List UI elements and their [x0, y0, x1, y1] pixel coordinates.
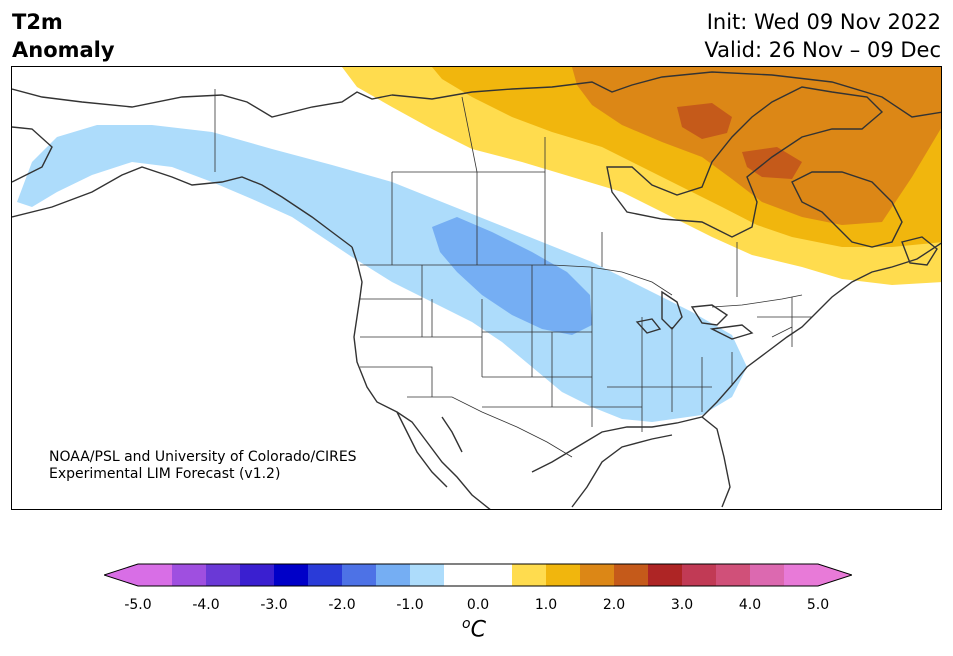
forecast-credit: NOAA/PSL and University of Colorado/CIRE…: [49, 449, 357, 483]
colorbar-outline: [104, 563, 852, 587]
colorbar-cells: [138, 564, 819, 586]
colorbar: [104, 563, 852, 587]
colorbar-tick-label: 4.0: [738, 597, 762, 613]
map-panel: [11, 66, 942, 510]
colorbar-cell: [478, 564, 513, 586]
colorbar-tick-label: -1.0: [396, 597, 424, 613]
state-province-borders: [214, 89, 812, 458]
newfoundland: [901, 236, 938, 266]
credit-line-organization: NOAA/PSL and University of Colorado/CIRE…: [49, 449, 357, 465]
colorbar-cell: [376, 564, 411, 586]
cool-anomaly-0-5: [17, 125, 747, 422]
warm-anomaly-1-5: [572, 67, 941, 225]
colorbar-cell: [410, 564, 445, 586]
chart-title: T2m Anomaly: [12, 8, 115, 64]
colorbar-cell: [138, 564, 173, 586]
gulf-coast: [531, 416, 731, 508]
colorbar-cell: [512, 564, 547, 586]
colorbar-under-extension: [104, 564, 138, 586]
colorbar-tick-label: 5.0: [806, 597, 830, 613]
coastlines: [12, 71, 941, 509]
colorbar-unit-label: oC: [462, 616, 486, 642]
init-date: Init: Wed 09 Nov 2022: [706, 10, 941, 34]
colorbar-tick-label: -5.0: [124, 597, 152, 613]
title-line-anomaly: Anomaly: [12, 38, 115, 62]
colorbar-cell: [308, 564, 343, 586]
title-line-variable: T2m: [12, 10, 63, 34]
colorbar-cell: [614, 564, 649, 586]
colorbar-cell: [546, 564, 581, 586]
colorbar-cell: [172, 564, 207, 586]
colorbar-tick-label: 3.0: [670, 597, 694, 613]
credit-line-product: Experimental LIM Forecast (v1.2): [49, 466, 281, 482]
colorbar-tick-label: 0.0: [466, 597, 490, 613]
colorbar-tick-label: -4.0: [192, 597, 220, 613]
atlantic-coast: [701, 242, 941, 418]
us-mexico-border: [407, 396, 573, 458]
colorbar-tick-label: -3.0: [260, 597, 288, 613]
unit-degree-symbol: o: [462, 616, 471, 632]
forecast-dates: Init: Wed 09 Nov 2022 Valid: 26 Nov – 09…: [704, 8, 941, 64]
unit-celsius-letter: C: [470, 617, 486, 643]
colorbar-cell: [648, 564, 683, 586]
colorbar-over-extension: [818, 564, 852, 586]
baja-coast: [396, 411, 463, 488]
anomaly-map: [12, 67, 941, 509]
colorbar-cell: [750, 564, 785, 586]
colorbar-cell: [342, 564, 377, 586]
us-state-borders: [360, 265, 812, 432]
colorbar-cell: [206, 564, 241, 586]
colorbar-cell: [716, 564, 751, 586]
colorbar-tick-label: 2.0: [602, 597, 626, 613]
colorbar-tick-label: -2.0: [328, 597, 356, 613]
canada-province-borders: [391, 96, 738, 297]
hudson-bay-coast: [606, 86, 884, 238]
colorbar-tick-label: 1.0: [534, 597, 558, 613]
alaska-coast: [12, 88, 393, 248]
cool-anomaly-1-0: [432, 217, 592, 335]
warm-anomaly-2-0: [677, 103, 802, 179]
colorbar-cell: [580, 564, 615, 586]
colorbar-cell: [274, 564, 309, 586]
colorbar-cell: [682, 564, 717, 586]
colorbar-cell: [240, 564, 275, 586]
arctic-coast: [391, 71, 941, 118]
great-lakes: [635, 290, 754, 340]
labrador-coast: [791, 171, 903, 248]
valid-date-range: Valid: 26 Nov – 09 Dec: [704, 38, 941, 62]
colorbar-cell: [444, 564, 479, 586]
colorbar-cell: [784, 564, 819, 586]
pacific-coast: [351, 246, 491, 509]
